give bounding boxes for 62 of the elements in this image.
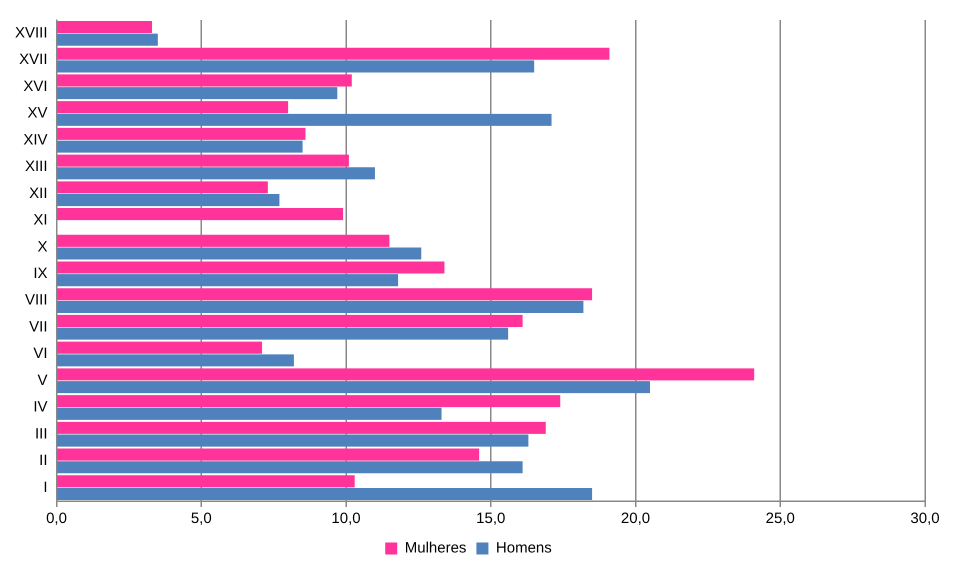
y-tick-label: II bbox=[39, 452, 48, 470]
x-tick-label: 0,0 bbox=[46, 510, 67, 528]
bar bbox=[57, 140, 303, 153]
bar bbox=[57, 114, 552, 126]
bar bbox=[57, 354, 294, 366]
bar bbox=[57, 448, 480, 461]
y-tick-label: XIII bbox=[24, 158, 48, 176]
y-tick-label: V bbox=[37, 372, 48, 389]
y-tick-label: VII bbox=[29, 318, 48, 336]
bar bbox=[57, 234, 390, 247]
bar bbox=[57, 87, 338, 100]
legend-label: Mulheres bbox=[404, 540, 466, 557]
bar bbox=[57, 408, 442, 420]
bar bbox=[57, 194, 280, 206]
bar bbox=[57, 154, 349, 167]
bar bbox=[57, 34, 158, 46]
bar bbox=[57, 48, 610, 60]
y-tick-label: XV bbox=[27, 104, 48, 122]
bar bbox=[57, 274, 398, 286]
y-tick-label: XIV bbox=[23, 131, 48, 148]
y-tick-label: IX bbox=[33, 265, 48, 282]
bar bbox=[57, 60, 534, 72]
y-tick-label: XVII bbox=[19, 51, 48, 68]
bar bbox=[57, 181, 268, 194]
bar bbox=[57, 167, 375, 180]
bar bbox=[57, 381, 650, 394]
bar bbox=[57, 261, 444, 274]
y-tick-label: XII bbox=[29, 184, 48, 202]
bar bbox=[57, 288, 592, 300]
bar bbox=[57, 422, 546, 434]
y-tick-label: I bbox=[43, 478, 48, 496]
y-tick-label: III bbox=[34, 425, 48, 442]
x-tick-label: 30,0 bbox=[910, 510, 940, 528]
x-tick-label: 10,0 bbox=[331, 510, 361, 528]
bar bbox=[57, 475, 355, 488]
bar bbox=[57, 342, 262, 354]
bar bbox=[57, 101, 288, 114]
bar bbox=[57, 20, 152, 34]
bar bbox=[57, 461, 523, 474]
bar bbox=[57, 368, 754, 380]
y-tick-label: VI bbox=[33, 345, 48, 362]
x-tick-label: 5,0 bbox=[190, 510, 212, 528]
bar bbox=[57, 300, 584, 313]
y-tick-label: X bbox=[37, 238, 48, 256]
bar bbox=[57, 395, 560, 408]
bar bbox=[57, 74, 352, 86]
bar bbox=[57, 328, 508, 340]
y-tick-label: IV bbox=[33, 398, 48, 416]
y-tick-label: XVI bbox=[23, 78, 48, 95]
bar bbox=[57, 128, 306, 140]
y-tick-label: XI bbox=[33, 212, 48, 229]
y-tick-label: XVIII bbox=[14, 24, 48, 42]
legend-label: Homens bbox=[496, 540, 552, 557]
bar bbox=[57, 314, 523, 327]
x-tick-label: 15,0 bbox=[476, 510, 506, 528]
bar bbox=[57, 208, 344, 220]
x-tick-label: 25,0 bbox=[766, 510, 795, 528]
bar bbox=[57, 488, 592, 500]
bar bbox=[57, 434, 528, 447]
y-tick-label: VIII bbox=[24, 292, 48, 309]
bar bbox=[57, 247, 422, 260]
x-tick-label: 20,0 bbox=[620, 510, 650, 528]
